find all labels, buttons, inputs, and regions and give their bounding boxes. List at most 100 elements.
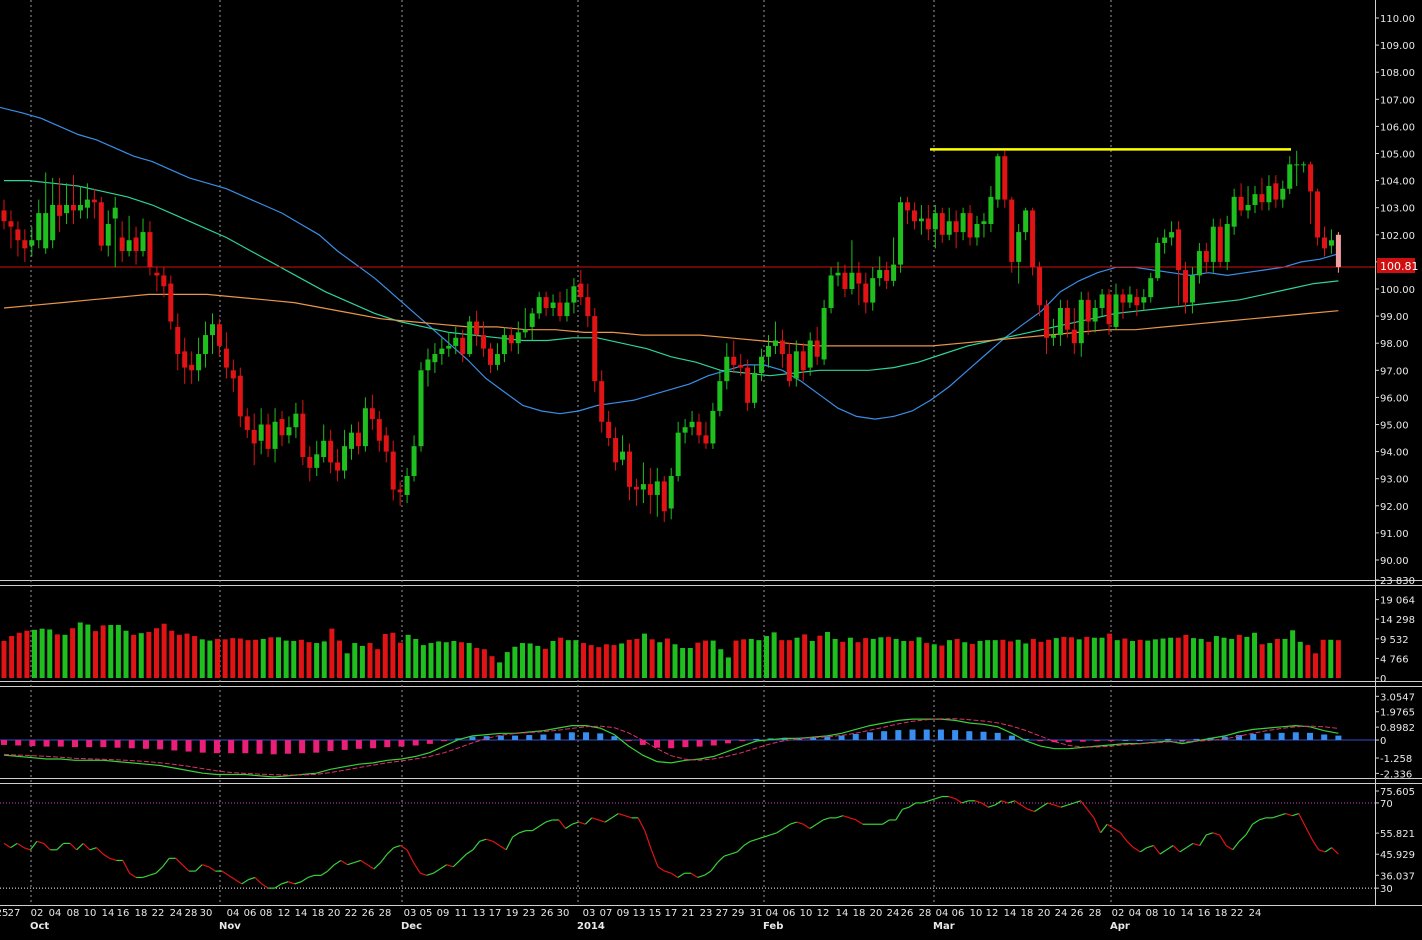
volume-bar [382,633,388,678]
volume-bar [893,638,899,678]
rsi-segment [512,832,520,838]
candle-body [1106,294,1112,325]
candle-body [1280,188,1286,200]
rsi-segment [578,821,586,825]
volume-bar [1130,640,1136,678]
pane-separator [0,681,1422,687]
rsi-segment [981,802,989,808]
rsi-segment [1199,834,1207,846]
macd-histogram-bar [43,740,50,747]
date-tick-label: 22 [152,908,165,919]
macd-histogram-bar [114,740,121,748]
candle-body [1099,294,1105,308]
volume-bar [878,637,884,678]
rsi-pane[interactable] [0,795,1375,889]
rsi-segment [532,825,540,832]
macd-histogram-bar [937,729,944,740]
rsi-segment [882,819,890,825]
date-tick-label: 10 [1163,908,1176,919]
volume-bar [337,640,343,678]
rsi-segment [155,866,163,874]
volume-bar [603,644,609,678]
month-label: Dec [401,921,422,932]
rsi-segment [1020,804,1029,810]
rsi-segment [1186,842,1194,849]
rsi-segment [545,819,553,823]
candle-body [1120,294,1126,303]
volume-bar [748,638,754,678]
rsi-tick-label: 30 [1380,884,1393,895]
candle-body [355,432,361,447]
volume-bar [550,640,556,678]
volume-bar [664,638,670,678]
candle-body [57,204,63,216]
volume-bar [527,643,533,678]
candle-body [1113,294,1119,327]
rsi-segment [802,823,811,830]
candle-body [779,340,785,355]
candle-body [703,435,709,444]
rsi-segment [723,853,731,857]
candle-body [1085,299,1091,322]
volume-bar [291,640,297,678]
candle-body [766,345,771,357]
candle-body [613,438,619,463]
candle-body [1078,299,1084,344]
macd-histogram-bar [994,732,1001,740]
date-tick-label: 10 [970,908,983,919]
rsi-segment [836,815,844,819]
rsi-segment [3,842,11,849]
candle-body [1148,278,1154,298]
macd-pane[interactable] [0,718,1375,778]
volume-bar [855,642,861,678]
date-tick-label: 18 [135,908,148,919]
rsi-segment [1027,808,1035,813]
candle-body [286,427,292,436]
volume-bar [413,638,419,678]
macd-histogram-bar [739,740,746,742]
candle-body [654,481,660,495]
candle-body [953,221,959,233]
rsi-segment [677,872,685,878]
candle-body [175,326,181,355]
date-tick-label: 16 [117,908,130,919]
rsi-segment [1014,800,1022,806]
rsi-segment [948,795,956,800]
candle-body [515,332,521,344]
volume-bar [924,643,930,678]
volume-bar [703,640,709,678]
volume-bar [680,647,686,678]
volume-bar [192,636,198,678]
candle-body [960,213,966,233]
rsi-segment [1159,849,1167,855]
candle-body [29,240,35,246]
rsi-segment [380,853,388,863]
rsi-segment [908,802,916,808]
volume-bar [108,624,114,678]
macd-line [3,718,1339,778]
macd-histogram-bar [426,740,433,744]
candle-body [564,302,570,317]
volume-pane[interactable] [1,622,1341,678]
volume-bar [542,648,548,678]
rsi-segment [228,874,236,881]
ma-slow-line [3,293,1339,347]
volume-bar [802,634,808,678]
volume-bar [1313,653,1319,678]
rsi-segment [294,881,302,885]
rsi-segment [195,864,203,872]
rsi-segment [452,860,461,868]
macd-histogram-bar [952,730,959,740]
volume-bar [390,632,396,678]
volume-bar [24,630,30,678]
date-tick-label: 14 [1004,908,1017,919]
volume-bar [756,640,762,678]
price-pane[interactable] [0,106,1375,523]
volume-bar [786,640,792,678]
rsi-segment [1093,817,1102,834]
candle-body [349,432,354,449]
volume-bar [558,637,564,678]
rsi-segment [618,813,626,817]
rsi-segment [499,845,507,851]
